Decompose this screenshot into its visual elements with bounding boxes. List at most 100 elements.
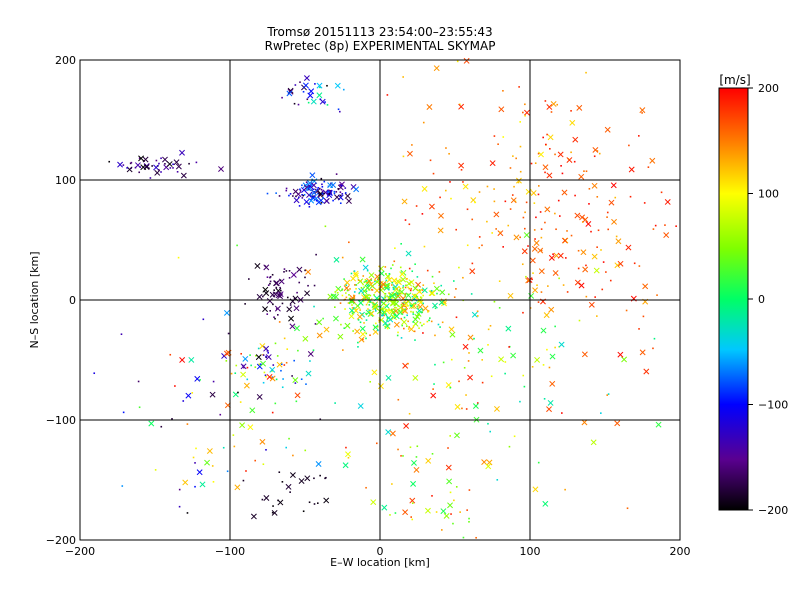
data-point-dot [269,280,272,283]
data-point-cross [547,134,554,141]
data-point-dot [272,364,275,366]
data-point-dot [266,192,269,195]
data-point-cross [533,240,540,246]
data-point-dot [160,157,162,160]
data-point-dot [398,289,401,292]
data-point-dot [566,291,569,293]
data-point-dot [487,344,489,346]
data-point-cross [255,354,262,361]
data-point-cross [440,508,447,515]
data-point-cross [472,403,479,410]
data-point-dot [421,309,424,311]
data-point-dot [499,231,501,233]
data-point-dot [385,279,388,282]
data-point-dot [570,234,573,237]
data-point-dot [468,517,470,520]
data-point-dot [408,412,411,415]
data-point-cross [542,500,549,507]
data-point-cross [366,277,373,284]
data-point-dot [525,275,527,278]
data-point-dot [439,196,441,199]
data-point-cross [649,157,656,164]
data-point-cross [265,354,272,360]
data-point-cross [426,104,433,110]
data-point-cross [409,497,416,504]
data-point-cross [342,462,349,469]
data-point-dot [352,294,355,297]
data-point-dot [401,292,403,295]
data-point-cross [569,119,576,126]
data-point-dot [450,513,452,515]
data-point-dot [398,309,401,312]
data-point-dot [565,257,567,259]
data-point-dot [395,306,398,309]
data-point-dot [377,278,379,280]
data-point-dot [349,288,351,290]
data-point-cross [368,310,375,317]
data-point-cross [298,478,305,484]
data-point-dot [487,328,490,331]
data-point-dot [570,151,572,154]
data-point-cross [259,343,266,349]
data-point-dot [393,260,396,263]
data-point-cross [421,287,428,294]
data-point-dot [407,320,409,323]
data-point-dot [264,374,267,377]
data-point-dot [275,286,278,289]
data-point-dot [340,323,342,326]
data-point-dot [288,270,291,272]
data-point-dot [422,284,425,286]
data-point-cross [362,264,369,271]
data-point-dot [428,319,430,322]
data-point-cross [462,343,469,350]
data-point-dot [242,479,245,482]
data-point-dot [498,307,501,309]
data-point-cross [348,307,355,314]
data-point-cross [348,313,355,320]
data-point-dot [384,297,386,300]
data-point-cross [590,439,597,446]
data-point-cross [269,375,276,382]
data-point-cross [438,299,445,306]
data-point-cross [558,341,565,348]
data-point-dot [400,304,403,306]
data-point-dot [313,305,315,308]
data-point-dot [328,193,331,195]
data-point-cross [407,150,413,157]
data-point-dot [512,155,514,157]
data-point-cross [262,306,269,313]
data-point-dot [281,302,284,305]
data-point-cross [310,98,317,105]
data-point-dot [542,364,545,366]
data-point-dot [448,152,450,155]
data-point-dot [585,170,588,173]
data-point-dot [289,304,292,306]
data-point-dot [384,293,387,295]
data-point-dot [286,348,289,350]
data-point-cross [543,312,550,319]
data-point-cross [315,461,322,467]
data-point-cross [142,156,149,163]
data-point-cross [582,266,589,273]
data-point-dot [306,98,309,101]
data-point-cross [561,237,568,244]
data-point-dot [549,147,551,150]
data-point-dot [518,86,520,88]
data-point-dot [402,286,404,289]
data-point-dot [271,411,274,414]
data-point-dot [120,333,123,336]
colorbar-tick-label: −200 [758,504,788,517]
data-point-dot [409,289,412,292]
data-point-dot [307,284,309,287]
data-point-cross [399,271,406,278]
data-point-dot [319,418,322,421]
data-point-cross [546,172,553,179]
data-point-dot [365,281,368,284]
data-point-dot [322,317,324,320]
data-point-cross [438,212,444,219]
data-point-dot [273,289,275,291]
data-point-dot [293,102,296,105]
data-point-dot [585,71,587,74]
data-point-cross [548,306,555,313]
data-point-dot [178,505,181,508]
